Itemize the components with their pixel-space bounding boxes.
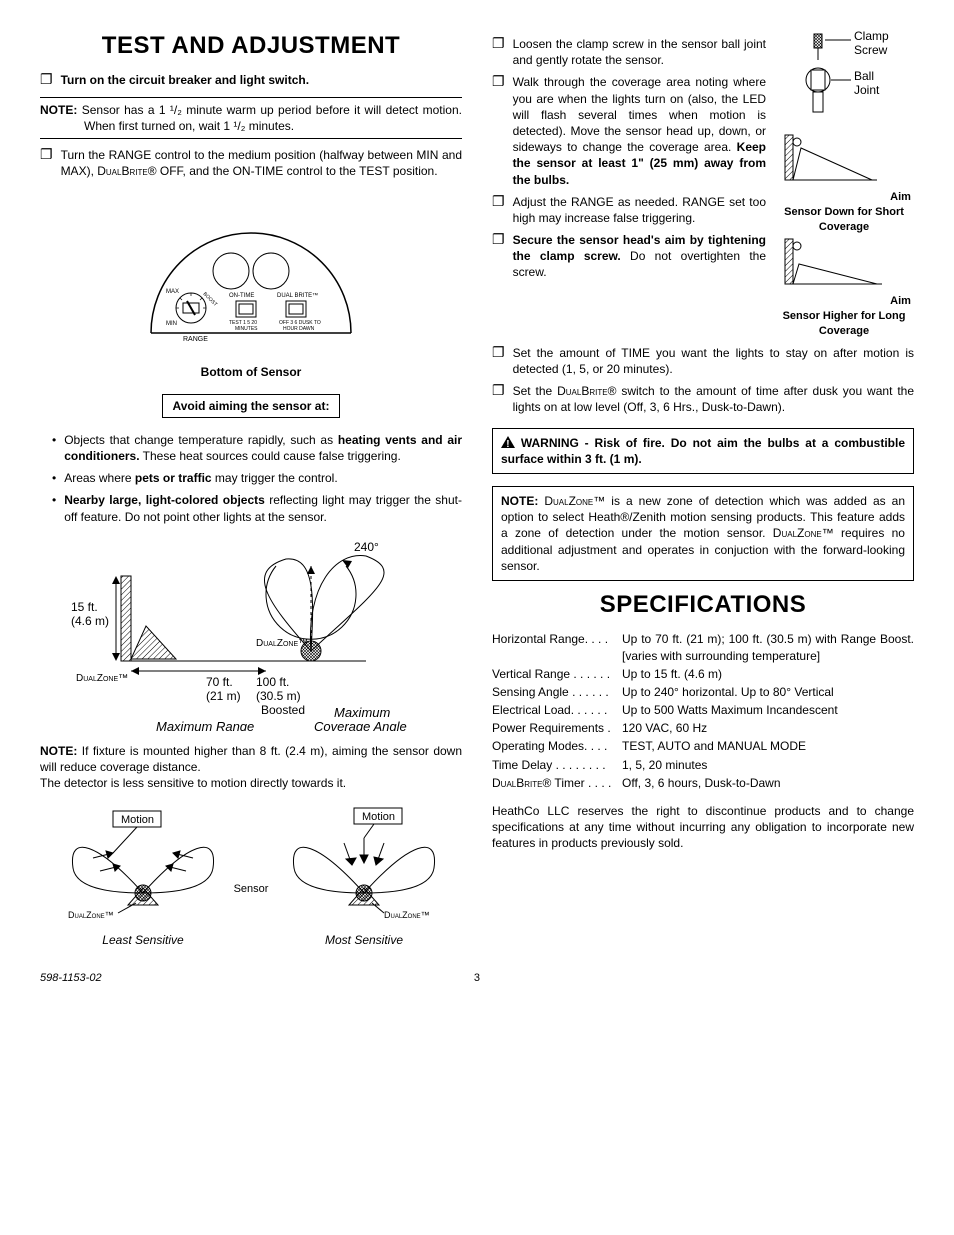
avoid-heading: Avoid aiming the sensor at: (162, 394, 341, 418)
sensor-bottom-diagram: MAX MIN BOOST RANGE ON-TIME DUAL BRITE™ … (40, 193, 462, 379)
warning-icon: ! (501, 436, 515, 448)
step-secure: ❐ Secure the sensor head's aim by tighte… (492, 232, 766, 281)
svg-text:Joint: Joint (854, 83, 880, 97)
specifications-list: Horizontal Range. . . .Up to 70 ft. (21 … (492, 631, 914, 791)
svg-text:MIN: MIN (166, 321, 177, 327)
step-loosen: ❐ Loosen the clamp screw in the sensor b… (492, 36, 766, 68)
step-walk: ❐ Walk through the coverage area noting … (492, 74, 766, 187)
spec-row: Electrical Load. . . . . .Up to 500 Watt… (492, 702, 914, 718)
svg-text:DUAL BRITE™: DUAL BRITE™ (277, 292, 318, 299)
svg-text:100 ft.: 100 ft. (256, 675, 289, 689)
page-footer: 598-1153-02 3 (40, 971, 914, 986)
checkbox-icon: ❐ (492, 345, 505, 377)
svg-text:Coverage Angle: Coverage Angle (314, 719, 407, 731)
step-range-medium: ❐ Turn the RANGE control to the medium p… (40, 147, 462, 179)
svg-text:Maximum: Maximum (334, 705, 391, 720)
spec-row: Horizontal Range. . . .Up to 70 ft. (21 … (492, 631, 914, 663)
svg-text:HOUR DAWN: HOUR DAWN (283, 326, 315, 332)
svg-text:(4.6 m): (4.6 m) (71, 614, 109, 628)
step-adjust-range: ❐ Adjust the RANGE as needed. RANGE set … (492, 194, 766, 226)
disclaimer: HeathCo LLC reserves the right to discon… (492, 803, 914, 852)
svg-text:Clamp: Clamp (854, 30, 889, 43)
svg-text:Ball: Ball (854, 69, 874, 83)
note-mount-height: NOTE: If fixture is mounted higher than … (40, 743, 462, 792)
svg-text:(21 m): (21 m) (206, 689, 241, 703)
sensor-caption: Bottom of Sensor (40, 364, 462, 380)
page-number: 3 (331, 971, 622, 986)
svg-text:DualZone™: DualZone™ (68, 910, 114, 920)
svg-text:!: ! (506, 439, 509, 448)
checkbox-icon: ❐ (492, 36, 505, 68)
warning-fire: ! WARNING - Risk of fire. Do not aim the… (492, 428, 914, 474)
checkbox-icon: ❐ (492, 194, 505, 226)
avoid-item-pets: • Areas where pets or traffic may trigge… (40, 470, 462, 486)
svg-text:DualZone™: DualZone™ (256, 638, 308, 649)
spec-row: Time Delay . . . . . . . .1, 5, 20 minut… (492, 757, 914, 773)
svg-text:15 ft.: 15 ft. (71, 600, 98, 614)
checkbox-icon: ❐ (492, 74, 505, 187)
note-warmup: NOTE: Sensor has a 1 ¹/₂ minute warm up … (40, 97, 462, 139)
svg-text:(30.5 m): (30.5 m) (256, 689, 301, 703)
left-column: TEST AND ADJUSTMENT ❐ Turn on the circui… (40, 30, 462, 947)
svg-text:Motion: Motion (121, 814, 154, 826)
range-coverage-diagram: 240° 15 ft. (4.6 m) 70 ft. (21 m) 100 ft… (66, 531, 436, 731)
svg-text:70 ft.: 70 ft. (206, 675, 233, 689)
step-set-time: ❐ Set the amount of TIME you want the li… (492, 345, 914, 377)
spec-row: Vertical Range . . . . . .Up to 15 ft. (… (492, 666, 914, 682)
spec-row: Sensing Angle . . . . . .Up to 240° hori… (492, 684, 914, 700)
dualzone-note: NOTE: DualZone™ is a new zone of detecti… (492, 486, 914, 581)
svg-text:DualZone™: DualZone™ (76, 673, 128, 684)
svg-text:Maximum Range: Maximum Range (156, 719, 254, 731)
avoid-item-heat: • Objects that change temperature rapidl… (40, 432, 462, 464)
spec-row: Power Requirements .120 VAC, 60 Hz (492, 720, 914, 736)
aim-down-figure: Aim Sensor Down for Short Coverage (774, 130, 914, 235)
aim-up-figure: Aim Sensor Higher for Long Coverage (774, 234, 914, 339)
spec-row: DualBrite® Timer . . . .Off, 3, 6 hours,… (492, 775, 914, 791)
svg-text:BOOST: BOOST (202, 291, 219, 308)
svg-text:Motion: Motion (362, 811, 395, 823)
step-set-dualbrite: ❐ Set the DualBrite® switch to the amoun… (492, 383, 914, 415)
heading-specifications: SPECIFICATIONS (492, 589, 914, 621)
svg-text:ON-TIME: ON-TIME (229, 293, 254, 299)
spec-row: Operating Modes. . . .TEST, AUTO and MAN… (492, 738, 914, 754)
heading-test-adjustment: TEST AND ADJUSTMENT (40, 30, 462, 62)
svg-text:RANGE: RANGE (183, 336, 208, 343)
svg-text:DualZone™: DualZone™ (384, 910, 430, 920)
checkbox-icon: ❐ (40, 147, 53, 179)
document-number: 598-1153-02 (40, 971, 331, 986)
right-column: Clamp Screw Ball Joint ❐ Loosen the clam… (492, 30, 914, 947)
step-turn-on: ❐ Turn on the circuit breaker and light … (40, 72, 462, 88)
checkbox-icon: ❐ (492, 383, 505, 415)
svg-text:MAX: MAX (166, 289, 179, 295)
clamp-screw-figure: Clamp Screw Ball Joint (774, 30, 914, 130)
svg-text:Screw: Screw (854, 43, 888, 57)
checkbox-icon: ❐ (40, 72, 53, 88)
checkbox-icon: ❐ (492, 232, 505, 281)
svg-text:Boosted: Boosted (261, 703, 305, 717)
svg-text:240°: 240° (354, 540, 379, 554)
avoid-item-reflect: • Nearby large, light-colored objects re… (40, 492, 462, 524)
svg-text:MINUTES: MINUTES (235, 326, 258, 332)
